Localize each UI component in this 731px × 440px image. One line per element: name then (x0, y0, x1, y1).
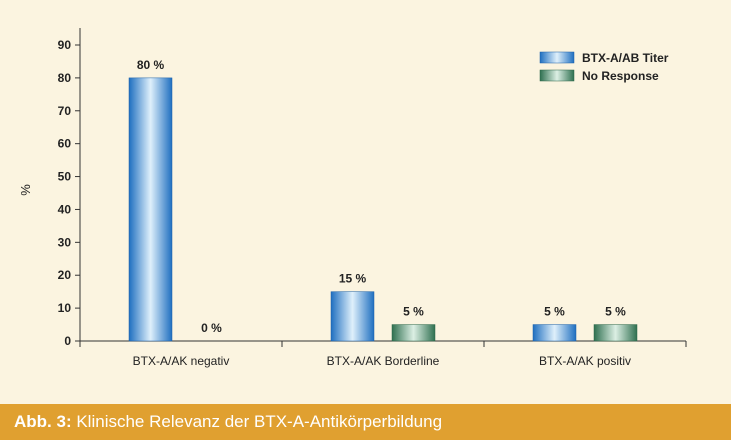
y-tick-label: 20 (58, 268, 72, 282)
data-label: 5 % (544, 305, 565, 319)
data-label: 80 % (137, 58, 165, 72)
bar-chart: 0 10 20 30 40 50 60 70 80 90% BTX-A/AK negativ BTX-… (18, 28, 687, 368)
y-tick-label: 30 (58, 235, 72, 249)
legend-entry: No Response (582, 69, 659, 83)
bar (391, 324, 436, 342)
data-label: 15 % (339, 272, 367, 286)
y-tick-label: 0 (64, 334, 71, 348)
bar (532, 324, 577, 342)
y-axis-label: % (18, 184, 33, 196)
legend-swatch (539, 51, 575, 64)
x-tick-label: BTX-A/AK negativ (133, 354, 230, 368)
caption-label: Abb. 3: (14, 412, 72, 431)
x-tick-label: BTX-A/AK Borderline (327, 354, 440, 368)
y-tick-label: 90 (58, 38, 72, 52)
bar (593, 324, 638, 342)
y-tick-label: 60 (58, 137, 72, 151)
bar (330, 291, 375, 342)
legend-entry: BTX-A/AB Titer (582, 51, 669, 65)
data-label: 5 % (605, 305, 626, 319)
y-tick-label: 50 (58, 170, 72, 184)
figure-caption: Abb. 3: Klinische Relevanz der BTX-A-Ant… (0, 404, 731, 440)
y-tick-label: 80 (58, 71, 72, 85)
bar (128, 77, 173, 342)
data-label: 0 % (201, 321, 222, 335)
legend-swatch (539, 69, 575, 82)
y-tick-label: 40 (58, 202, 72, 216)
y-tick-label: 10 (58, 301, 72, 315)
caption-text: Klinische Relevanz der BTX-A-Antikörperb… (76, 412, 443, 431)
x-tick-label: BTX-A/AK positiv (539, 354, 631, 368)
y-tick-label: 70 (58, 104, 72, 118)
data-label: 5 % (403, 305, 424, 319)
